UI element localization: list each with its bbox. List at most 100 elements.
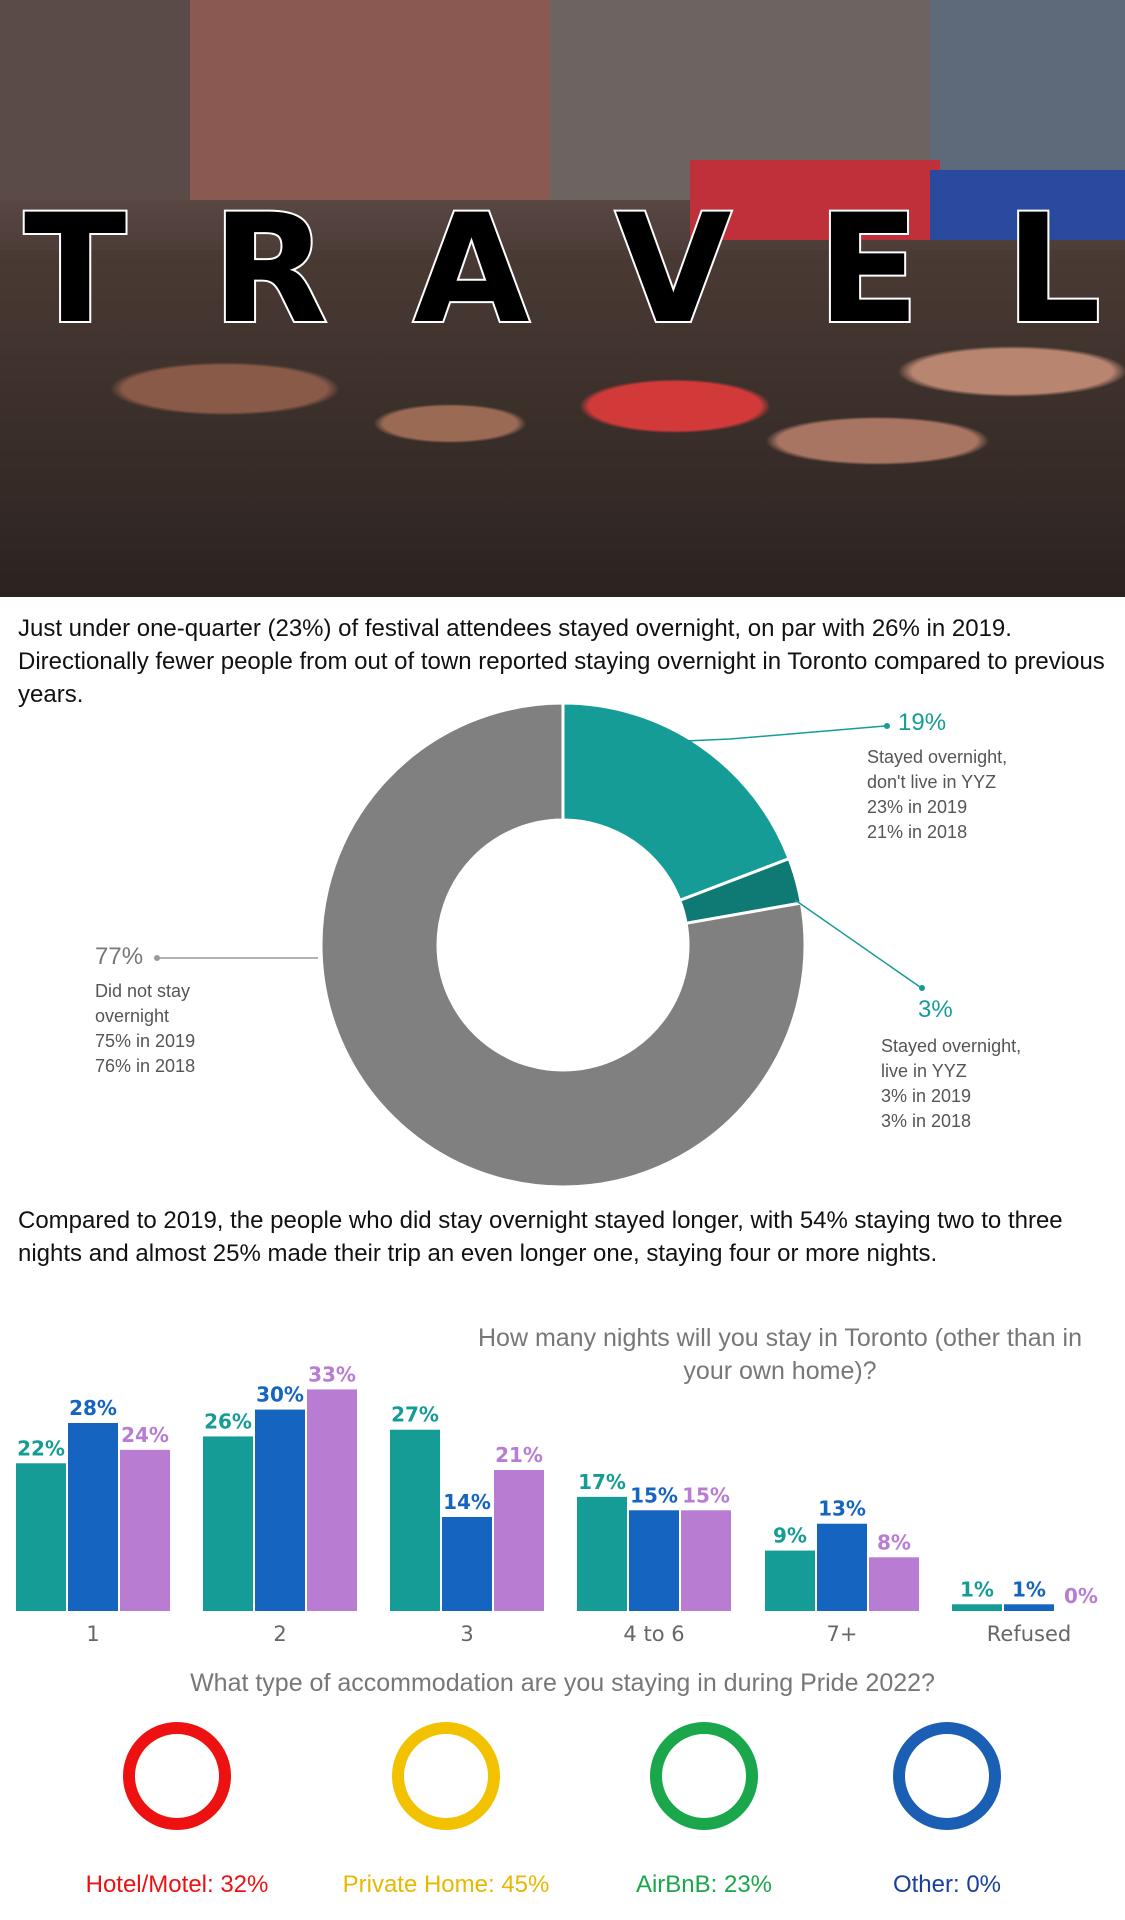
category-tick-label: 7+ [827, 1622, 858, 1646]
bar-value-label: 28% [69, 1396, 117, 1420]
building-left [0, 0, 190, 200]
intro-paragraph: Just under one-quarter (23%) of festival… [18, 615, 1105, 708]
hotel-label: Hotel/Motel: 32% [85, 1871, 269, 1898]
bar-value-label: 8% [877, 1530, 911, 1554]
bar-value-label: 1% [960, 1577, 994, 1601]
building-far-right [930, 0, 1125, 200]
donut-desc-line: 3% in 2019 [881, 1086, 972, 1106]
private-home-label: Private Home: 45% [342, 1871, 550, 1898]
bar-7+-s0 [765, 1550, 815, 1611]
bar-value-label: 9% [773, 1524, 807, 1548]
donut-desc-line: don't live in YYZ [867, 772, 997, 792]
bar-value-label: 27% [391, 1403, 439, 1427]
bar-3-s2 [494, 1470, 544, 1611]
leader-line-3 [794, 899, 921, 988]
bar-2-s1 [255, 1409, 305, 1611]
private-home-ring-icon [392, 1722, 500, 1830]
donut-desc-19: Stayed overnight, don't live in YYZ 23% … [867, 745, 1007, 845]
donut-label-77: 77% [95, 942, 143, 972]
building-center [190, 0, 550, 200]
other-ring-icon [893, 1722, 1001, 1830]
bar-3-s1 [442, 1517, 492, 1611]
nights-bar-chart: 22%28%24%126%30%33%227%14%21%317%15% 15%4… [16, 1362, 1098, 1646]
overnight-donut-chart [154, 701, 925, 1189]
bar-value-label: 15% [682, 1483, 730, 1507]
donut-desc-line: Did not stay [95, 981, 191, 1001]
nights-paragraph: Compared to 2019, the people who did sta… [18, 1207, 1063, 1267]
bar-7+-s1 [817, 1523, 867, 1611]
donut-slice-stayed-out-of-town [561, 701, 792, 903]
overnight-donut-section: 19% Stayed overnight, don't live in YYZ … [0, 690, 1125, 1200]
bar-value-label: 17% [578, 1470, 626, 1494]
bar-value-label: 33% [308, 1362, 356, 1386]
donut-desc-line: 3% in 2018 [881, 1111, 972, 1131]
accommodation-hotel: Hotel/Motel: 32% [47, 1722, 307, 1900]
bar-value-label: 15% [630, 1483, 678, 1507]
leader-dot-19 [884, 723, 890, 729]
donut-desc-line: 23% in 2019 [867, 797, 968, 817]
title-letter-a: A [411, 183, 531, 357]
donut-pct-77: 77% [95, 943, 144, 970]
accommodation-question: What type of accommodation are you stayi… [190, 1669, 935, 1697]
bar-7+-s2 [869, 1557, 919, 1611]
bar-value-label: 13% [818, 1497, 866, 1521]
bar-3-s0 [390, 1429, 440, 1611]
donut-desc-3: Stayed overnight, live in YYZ 3% in 2019… [881, 1034, 1021, 1134]
donut-label-3: 3% [918, 995, 953, 1025]
donut-pct-19: 19% [898, 709, 947, 736]
category-tick-label: 1 [86, 1622, 99, 1646]
accommodation-airbnb: AirBnB: 23% [574, 1722, 834, 1900]
donut-desc-line: Stayed overnight, [867, 747, 1008, 767]
bar-value-label: 24% [121, 1423, 169, 1447]
airbnb-label: AirBnB: 23% [635, 1871, 773, 1898]
leader-dot-77 [154, 955, 160, 961]
category-tick-label: Refused [987, 1622, 1071, 1646]
category-tick-label: 4 to 6 [623, 1622, 684, 1646]
bar-1-s2 [120, 1449, 170, 1611]
category-tick-label: 3 [460, 1622, 473, 1646]
bar-2-s2 [307, 1389, 357, 1611]
crowd [0, 250, 1125, 597]
bar-4-to-6-s1 [629, 1510, 679, 1611]
accommodation-private-home: Private Home: 45% [316, 1722, 576, 1900]
donut-label-19: 19% [898, 708, 946, 738]
tent-red [690, 160, 940, 240]
bar-value-label: 21% [495, 1443, 543, 1467]
bar-value-label: 0% [1064, 1584, 1098, 1608]
bar-value-label: 30% [256, 1383, 304, 1407]
bar-4-to-6-s2 [681, 1510, 731, 1611]
bar-value-label: 26% [204, 1409, 252, 1433]
bar-2-s0 [203, 1436, 253, 1611]
bar-value-label: 1% [1012, 1577, 1046, 1601]
hotel-ring-icon [123, 1722, 231, 1830]
title-letter-t: T [22, 183, 128, 357]
bar-4-to-6-s0 [577, 1496, 627, 1611]
donut-pct-3: 3% [918, 996, 953, 1023]
donut-desc-line: overnight [95, 1006, 170, 1026]
donut-desc-line: 76% in 2018 [95, 1056, 196, 1076]
bar-Refused-s1 [1004, 1604, 1054, 1611]
title-letter-e: E [815, 183, 921, 357]
bar-1-s0 [16, 1463, 66, 1611]
category-tick-label: 2 [273, 1622, 286, 1646]
bar-value-label: 14% [443, 1490, 491, 1514]
other-label: Other: 0% [892, 1871, 1002, 1898]
donut-desc-77: Did not stay overnight 75% in 2019 76% i… [95, 979, 195, 1079]
title-letter-v: V [613, 183, 733, 357]
donut-desc-line: 21% in 2018 [867, 822, 968, 842]
tent-blue [930, 170, 1125, 240]
donut-desc-line: 75% in 2019 [95, 1031, 196, 1051]
donut-desc-line: Stayed overnight, [881, 1036, 1022, 1056]
accommodation-other: Other: 0% [817, 1722, 1077, 1900]
donut-desc-line: live in YYZ [881, 1061, 967, 1081]
bar-1-s1 [68, 1423, 118, 1611]
donut-slice-did-not-stay [319, 701, 807, 1189]
donut-segments [319, 701, 807, 1189]
leader-dot-3 [919, 985, 925, 991]
leader-line-19 [684, 725, 886, 742]
bar-value-label: 22% [17, 1436, 65, 1460]
airbnb-ring-icon [650, 1722, 758, 1830]
travel-title: T R A V E L [0, 183, 1125, 357]
bar-Refused-s0 [952, 1604, 1002, 1611]
title-letter-r: R [210, 183, 329, 357]
